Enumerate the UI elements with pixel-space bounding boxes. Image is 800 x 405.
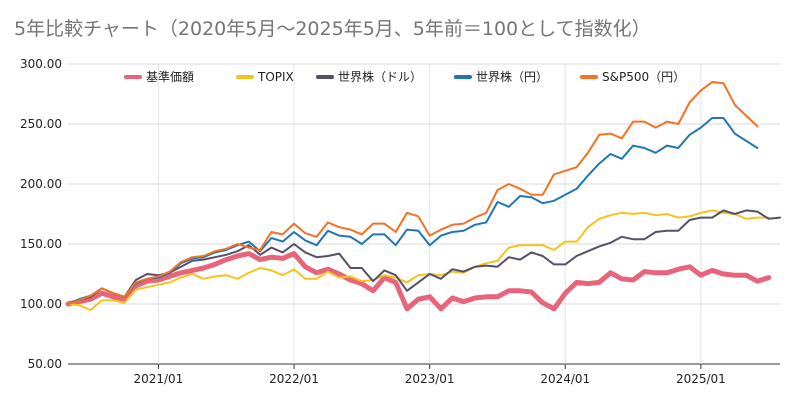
x-tick-label: 2024/01: [540, 372, 590, 386]
y-tick-label: 100.00: [20, 297, 62, 311]
legend-label: 世界株（円）: [476, 69, 548, 84]
y-tick-label: 200.00: [20, 177, 62, 191]
series-line-3: [67, 117, 759, 305]
x-tick-label: 2021/01: [133, 372, 183, 386]
x-tick-label: 2022/01: [269, 372, 319, 386]
x-tick-label: 2023/01: [405, 372, 455, 386]
series-line-0: [65, 251, 772, 312]
series-line-1: [67, 209, 770, 311]
y-tick-label: 150.00: [20, 237, 62, 251]
y-tick-label: 50.00: [28, 357, 62, 371]
chart-title: 5年比較チャート（2020年5月〜2025年5月、5年前＝100として指数化）: [14, 18, 651, 40]
x-tick-label: 2025/01: [676, 372, 726, 386]
legend-label: 世界株（ドル）: [338, 69, 422, 84]
series-line-2: [67, 209, 781, 305]
y-tick-label: 300.00: [20, 57, 62, 71]
legend-label: S&P500（円）: [602, 70, 685, 84]
series-line-4: [67, 81, 759, 305]
legend-label: TOPIX: [257, 70, 294, 84]
y-tick-label: 250.00: [20, 117, 62, 131]
legend-label: 基準価額: [146, 69, 194, 84]
